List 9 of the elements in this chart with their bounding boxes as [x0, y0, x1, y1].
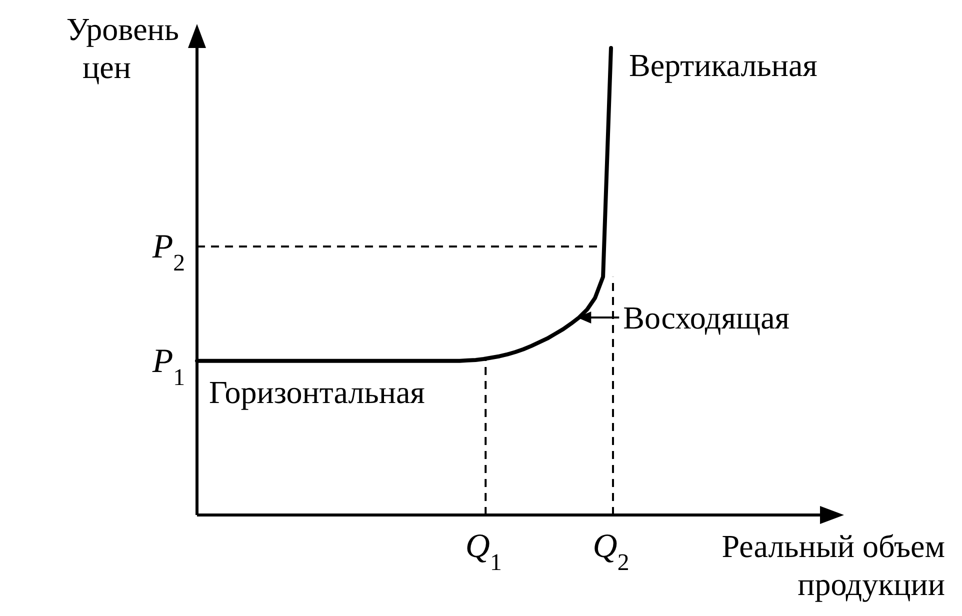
annotation: Горизонтальная: [209, 374, 426, 410]
text: Восходящая: [623, 299, 790, 336]
y-axis-title: Уровень цен: [66, 11, 179, 85]
x-tick-label: Q$_{1}$: [465, 528, 502, 576]
ref-line-label: P$_{2}$: [151, 228, 185, 276]
x-tick-label: Q$_{2}$: [592, 528, 630, 576]
x-axis-title: Реальный объем продукции: [722, 528, 945, 602]
text: Вертикальная: [629, 47, 818, 83]
text: P$_{1}$: [151, 342, 185, 391]
